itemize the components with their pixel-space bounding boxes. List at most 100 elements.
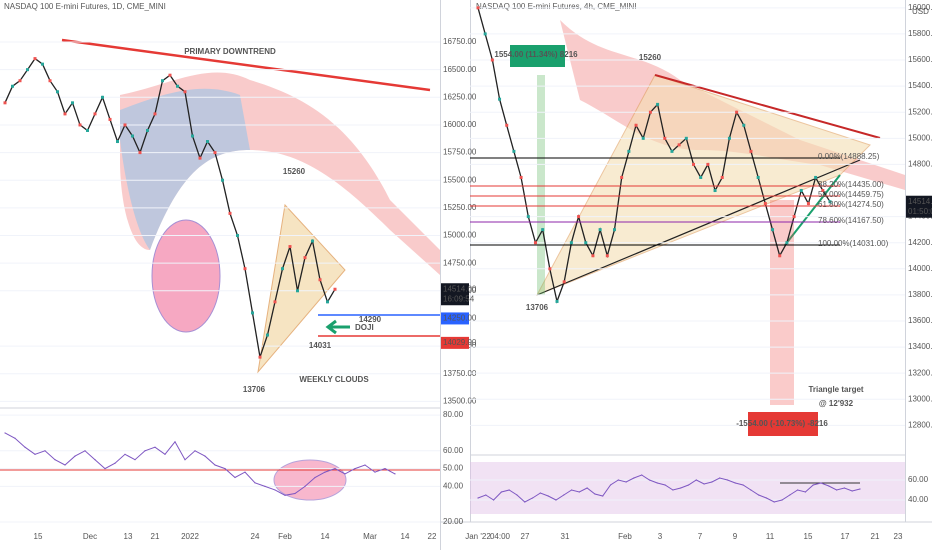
x-tick-label: 24 <box>251 532 260 541</box>
rsi-point <box>851 490 853 492</box>
rsi-point <box>64 464 66 466</box>
x-tick-label: 7 <box>698 532 703 541</box>
x-tick-label: 04:00 <box>490 532 511 541</box>
price-point <box>228 211 232 215</box>
rsi-point <box>44 450 46 452</box>
rsi-point <box>334 467 336 470</box>
measure-box <box>748 412 818 436</box>
trend-line <box>61 38 431 92</box>
price-point <box>548 267 552 271</box>
y-tick-label: 15250.00 <box>443 203 477 212</box>
y-tick-label: 40.00 <box>908 495 929 504</box>
rsi-point <box>789 494 791 496</box>
rsi-point <box>364 464 366 466</box>
annotation: 15260 <box>639 53 662 62</box>
price-line <box>477 7 831 304</box>
rsi-point <box>547 495 549 497</box>
x-tick-label: Jan '22 <box>465 532 491 541</box>
price-tag-label: 14029.00 <box>443 338 477 347</box>
price-point <box>634 123 638 127</box>
rsi-point <box>602 495 604 497</box>
rsi-point <box>154 446 156 448</box>
x-tick-label: Mar <box>363 532 377 541</box>
rsi-point <box>836 489 838 491</box>
price-point <box>785 241 789 245</box>
rsi-point <box>648 479 651 481</box>
price-point <box>3 101 7 105</box>
price-point <box>11 84 14 88</box>
rsi-line <box>477 474 861 503</box>
y-tick-label: 16000.00 <box>443 120 477 129</box>
x-tick-label: Feb <box>618 532 632 541</box>
rsi-point <box>758 494 760 496</box>
y-tick-label: 14750.00 <box>443 258 477 267</box>
x-tick-label: Feb <box>278 532 292 541</box>
channel-line <box>784 174 841 246</box>
price-point <box>699 175 703 179</box>
price-point <box>627 149 631 153</box>
rsi-point <box>719 477 721 479</box>
triangle-pattern <box>535 74 871 296</box>
price-point <box>311 239 314 243</box>
price-point <box>598 228 602 232</box>
y-tick-label: 15000.00 <box>908 133 932 142</box>
price-point <box>251 311 254 315</box>
x-tick-label: 13 <box>124 532 133 541</box>
price-point <box>806 202 810 206</box>
price-point <box>146 128 149 132</box>
price-tag-label: 14514.00 <box>908 197 932 206</box>
rsi-point <box>384 467 386 470</box>
price-point <box>161 79 164 83</box>
rsi-point <box>344 473 346 475</box>
rsi-point <box>508 489 510 491</box>
rsi-band <box>470 462 905 514</box>
countdown: 16:09:54 <box>443 294 475 303</box>
highlight-ellipse <box>273 459 347 501</box>
price-point <box>318 278 322 282</box>
rsi-point <box>304 485 306 487</box>
annotation: -1554.00 (-10.73%) -8216 <box>736 419 828 428</box>
y-tick-label: 15500.00 <box>443 175 477 184</box>
x-tick-label: 21 <box>151 532 160 541</box>
y-tick-label: 13200.00 <box>908 368 932 377</box>
rsi-point <box>354 467 356 470</box>
rsi-point <box>625 481 627 483</box>
price-point <box>620 175 624 179</box>
price-point <box>176 84 179 88</box>
price-point <box>483 32 487 36</box>
x-tick-label: 21 <box>871 532 880 541</box>
price-point <box>41 62 44 66</box>
rsi-point <box>84 450 86 452</box>
price-point <box>648 110 652 114</box>
price-point <box>326 300 329 304</box>
price-tag <box>441 283 469 306</box>
price-point <box>333 287 337 291</box>
price-point <box>131 134 134 138</box>
y-tick-label: 13500.00 <box>443 396 477 405</box>
annotation: 13706 <box>526 303 549 312</box>
annotation: PRIMARY DOWNTREND <box>184 47 276 56</box>
x-tick-label: 11 <box>766 532 775 541</box>
y-tick-label: 80.00 <box>443 410 464 419</box>
rsi-point <box>734 482 736 484</box>
price-point <box>206 140 209 144</box>
annotation: 1554.00 (11.34%) 8216 <box>494 50 578 59</box>
price-point <box>296 289 299 293</box>
price-point <box>533 241 537 245</box>
rsi-point <box>114 462 116 464</box>
rsi-point <box>695 479 697 481</box>
rsi-point <box>394 473 396 475</box>
price-tag <box>906 195 932 218</box>
price-point <box>569 241 573 245</box>
price-tag <box>441 336 469 349</box>
price-point <box>692 162 696 166</box>
rsi-line <box>4 432 396 496</box>
price-point <box>749 149 753 153</box>
rsi-point <box>563 494 565 496</box>
annotation: 14290 <box>359 315 382 324</box>
rsi-point <box>726 479 729 481</box>
price-point <box>18 79 22 83</box>
y-tick-label: 14000.00 <box>908 264 932 273</box>
rsi-point <box>264 485 266 487</box>
x-tick-label: 2022 <box>181 532 199 541</box>
